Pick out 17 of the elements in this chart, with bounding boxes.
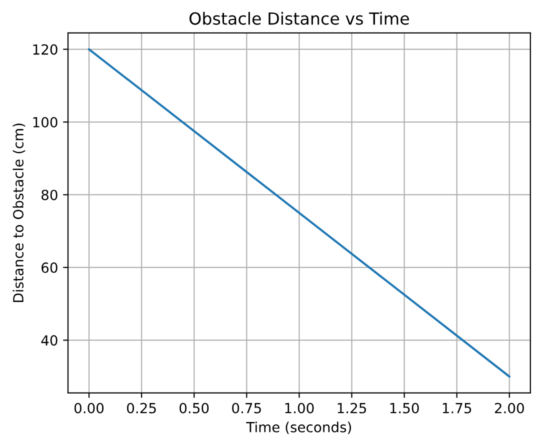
x-tick-label: 0.25	[127, 402, 156, 414]
x-tick-label: 0.75	[232, 402, 261, 414]
y-tick-label: 40	[41, 335, 58, 346]
y-tick-label: 100	[33, 116, 58, 128]
chart-title: Obstacle Distance vs Time	[190, 12, 409, 25]
x-tick-label: 1.00	[285, 402, 314, 414]
y-tick-label: 120	[33, 44, 58, 55]
x-tick-label: 1.50	[390, 402, 419, 414]
x-tick-label: 1.75	[442, 403, 472, 414]
y-tick-label: 80	[42, 190, 58, 200]
y-axis-title: Distance to Obstacle (cm)	[12, 124, 26, 302]
x-tick-label: 2.00	[494, 402, 524, 414]
x-tick-label: 0.00	[74, 402, 104, 414]
y-tick-label: 60	[42, 262, 58, 273]
x-axis-title: Time (seconds)	[246, 422, 352, 434]
x-tick-label: 1.25	[338, 402, 366, 414]
x-tick-label: 0.50	[180, 402, 209, 414]
